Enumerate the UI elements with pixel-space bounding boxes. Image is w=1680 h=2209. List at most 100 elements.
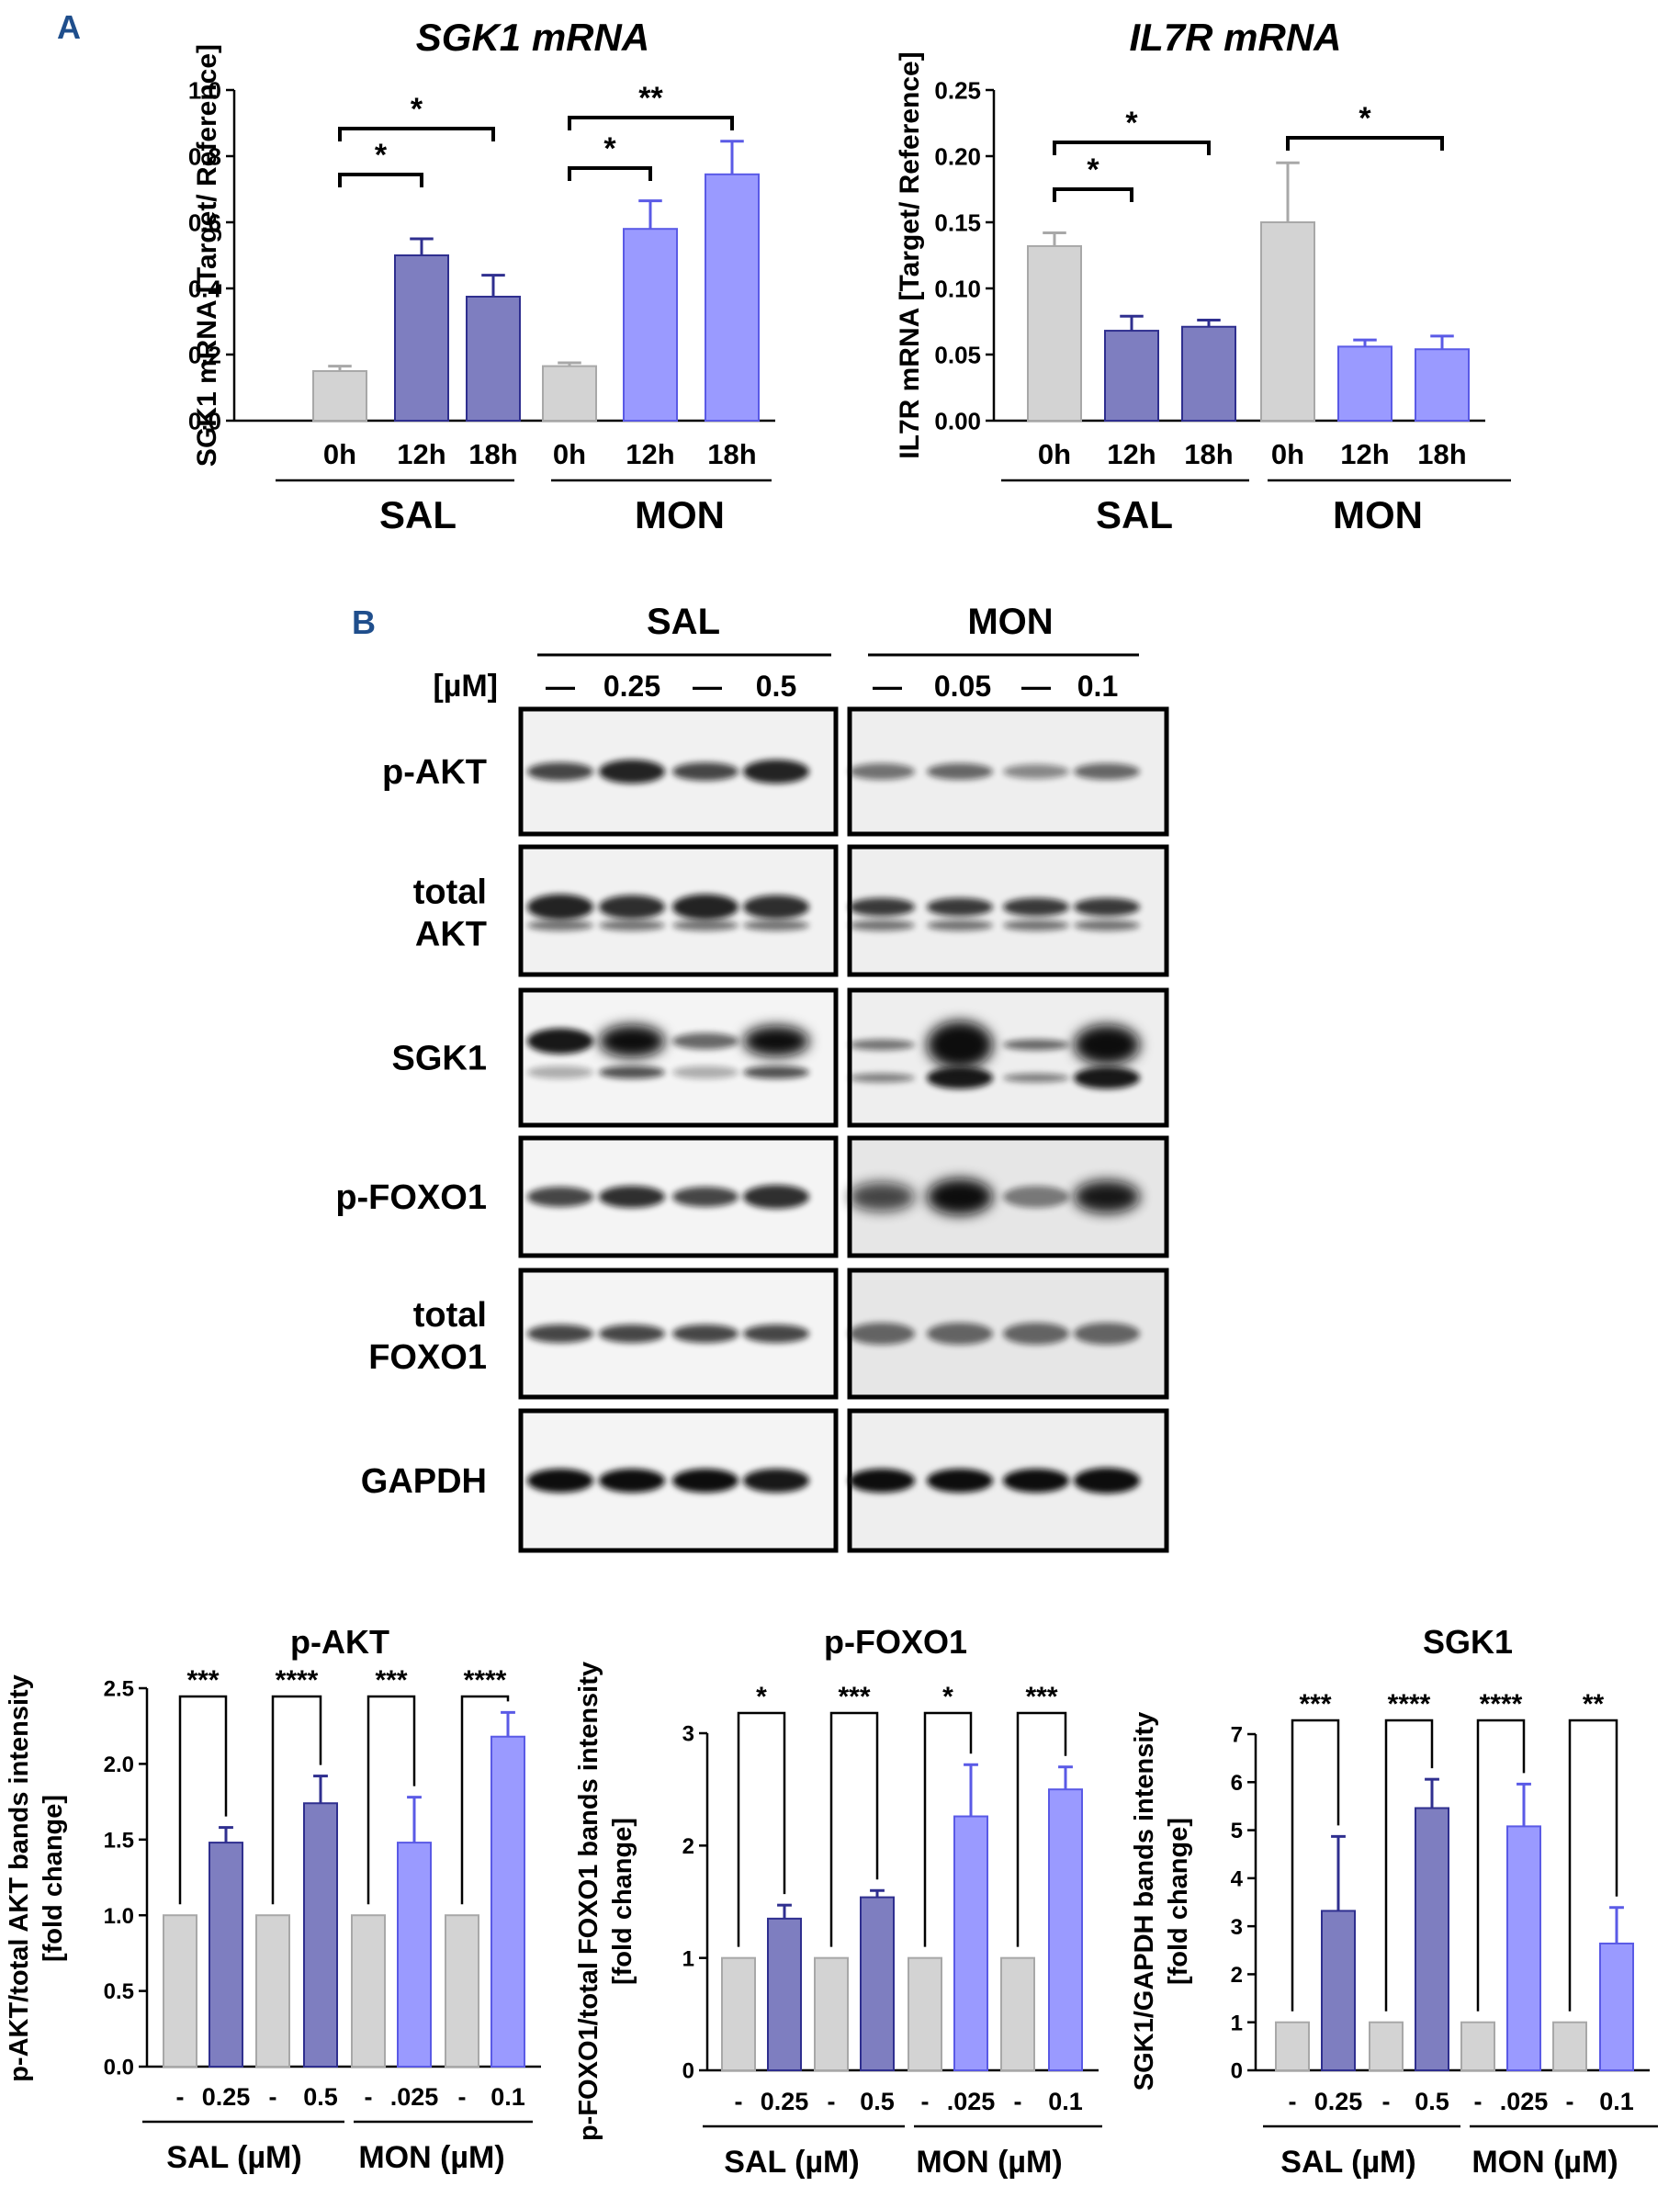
- y-axis-label: [fold change]: [608, 1818, 637, 1985]
- blot-band: [1074, 1024, 1140, 1065]
- blot-band: [1074, 919, 1140, 931]
- x-tick-label: .025: [390, 2083, 439, 2111]
- x-tick-label: -: [1289, 2088, 1297, 2115]
- y-tick-label: 2: [1231, 1963, 1243, 1988]
- y-tick-label: 1.5: [104, 1828, 134, 1853]
- blot-band: [743, 1469, 809, 1493]
- blot-band: [1003, 1323, 1069, 1345]
- group-label: SAL: [1096, 493, 1173, 536]
- bar: [1104, 330, 1159, 422]
- blot-band: [1003, 1186, 1069, 1208]
- x-tick-label: 0h: [323, 438, 356, 470]
- blot-band: [599, 1469, 665, 1493]
- blot-band: [527, 919, 593, 931]
- blot-band: [743, 1025, 809, 1057]
- x-tick-label: -: [176, 2083, 185, 2111]
- y-axis-label: SGK1/GAPDH bands intensity: [1130, 1712, 1159, 2091]
- bar: [1048, 1788, 1083, 2071]
- group-label: SAL (µM): [724, 2145, 859, 2180]
- bar: [1415, 1807, 1449, 2072]
- x-tick-label: 0h: [1038, 438, 1071, 470]
- x-tick-label: -: [921, 2088, 930, 2115]
- blot-band: [743, 760, 809, 783]
- chart-p-akt-quant: p-AKT p-AKT/total AKT bands intensity [fol…: [5, 1623, 541, 2175]
- significance-bracket: [178, 1695, 228, 1905]
- significance-label: **: [1583, 1689, 1605, 1719]
- group-label: SAL (µM): [1280, 2145, 1415, 2180]
- group-label: MON (µM): [1471, 2145, 1618, 2180]
- x-tick-label: -: [458, 2083, 467, 2111]
- blot-band: [599, 1324, 665, 1343]
- x-tick-label: 0.1: [1048, 2088, 1083, 2115]
- x-tick-label: 12h: [1340, 438, 1389, 470]
- blot-band: [1074, 897, 1140, 917]
- y-tick-label: 7: [1231, 1723, 1243, 1748]
- blot-band: [1074, 1468, 1140, 1493]
- dose-label: 0.5: [756, 670, 796, 703]
- blot-band: [743, 1065, 809, 1079]
- blot-row-label: total: [413, 1296, 487, 1335]
- x-tick-label: 0.5: [1415, 2088, 1449, 2115]
- bar: [1337, 345, 1392, 422]
- y-tick-label: 0.2: [188, 341, 221, 368]
- x-tick-label: 18h: [468, 438, 517, 470]
- y-axis-label: [fold change]: [1164, 1818, 1193, 1985]
- significance-label: *: [942, 1682, 953, 1712]
- blot-band: [1003, 897, 1069, 917]
- significance-bracket: [271, 1695, 322, 1905]
- bar: [397, 1842, 432, 2068]
- significance-bracket: [1016, 1711, 1067, 1947]
- bar: [1321, 1910, 1356, 2071]
- y-tick-label: 0: [1231, 2059, 1243, 2084]
- blot-band: [849, 1039, 915, 1051]
- significance-bracket: [1568, 1719, 1618, 2012]
- chart-title: IL7R mRNA: [1129, 16, 1341, 59]
- significance-label: *: [375, 138, 388, 173]
- group-label: MON: [1333, 493, 1423, 536]
- blot-band: [927, 1469, 993, 1493]
- significance-label: ****: [1480, 1689, 1523, 1719]
- x-tick-label: 0.1: [490, 2083, 525, 2111]
- x-tick-label: 0.1: [1599, 2088, 1634, 2115]
- blot-band: [599, 760, 665, 783]
- blot-group-sal-label: SAL: [647, 602, 720, 642]
- blot-band: [672, 919, 739, 931]
- chart-il7r-mrna: IL7R mRNA IL7R mRNA [Target/ Reference] 0.…: [895, 16, 1511, 536]
- chart-sgk1-quant: SGK1 SGK1/GAPDH bands intensity [fold chan…: [1130, 1623, 1658, 2180]
- blot-band: [672, 1187, 739, 1207]
- significance-label: ***: [186, 1665, 219, 1696]
- bar: [542, 365, 597, 423]
- bar: [1460, 2021, 1495, 2072]
- blot-band: [1074, 1323, 1140, 1345]
- y-tick-label: 0.05: [934, 341, 981, 368]
- significance-bracket: [923, 1711, 973, 1947]
- blot-band: [927, 1020, 993, 1069]
- blot-row-label: total: [413, 873, 487, 912]
- bar: [351, 1914, 386, 2068]
- dose-label: —: [873, 670, 902, 703]
- chart-title: SGK1: [1423, 1623, 1513, 1661]
- chart-title: SGK1 mRNA: [416, 16, 649, 59]
- x-tick-label: .025: [947, 2088, 996, 2115]
- x-tick-label: 0.25: [202, 2083, 251, 2111]
- blot-band: [599, 1024, 665, 1058]
- y-axis-label: p-FOXO1/total FOXO1 bands intensity: [574, 1662, 603, 2141]
- blot-band: [672, 1032, 739, 1050]
- significance-label: ****: [464, 1665, 507, 1696]
- blot-band: [927, 897, 993, 917]
- x-tick-label: 0h: [553, 438, 586, 470]
- bar: [1000, 1956, 1035, 2072]
- significance-bracket: [338, 127, 495, 141]
- significance-bracket: [460, 1695, 510, 1905]
- significance-label: *: [1125, 106, 1138, 141]
- significance-bracket: [1053, 187, 1133, 202]
- x-tick-label: 12h: [626, 438, 674, 470]
- blot-band: [927, 1323, 993, 1345]
- blot-band: [1003, 764, 1069, 779]
- blot-band: [927, 1066, 993, 1089]
- y-tick-label: 0.0: [104, 2056, 134, 2080]
- bar: [163, 1914, 197, 2068]
- y-tick-label: 2.0: [104, 1753, 134, 1777]
- western-blot: SAL MON [µM] — 0.25 — 0.5 — 0.05 — 0.1 p-AKT tot…: [335, 602, 1169, 1553]
